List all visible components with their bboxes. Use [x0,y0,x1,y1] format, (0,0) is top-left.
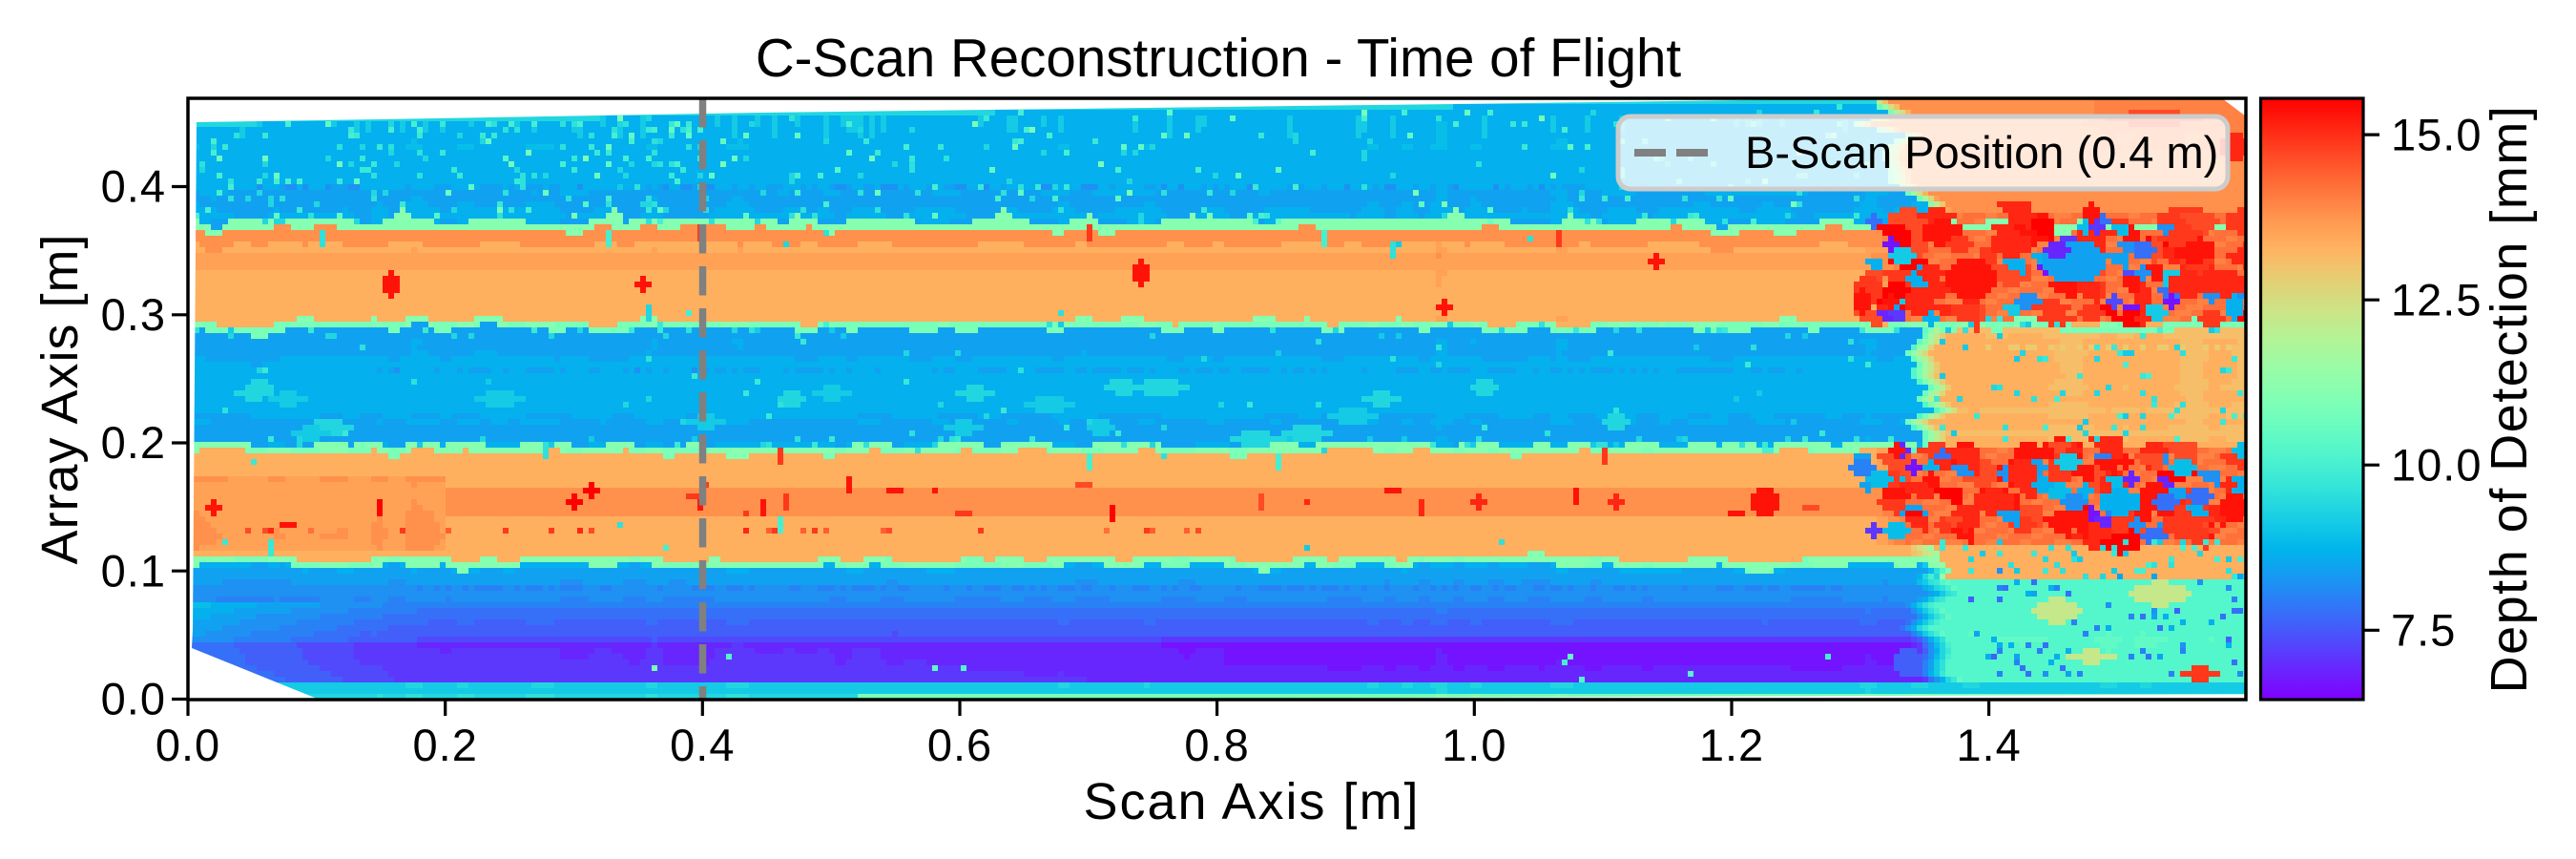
svg-text:0.0: 0.0 [156,720,220,770]
svg-text:1.2: 1.2 [1699,720,1764,770]
svg-text:0.3: 0.3 [101,289,166,340]
svg-text:0.4: 0.4 [670,720,735,770]
svg-text:Array Axis [m]: Array Axis [m] [31,233,89,564]
svg-text:1.0: 1.0 [1442,720,1506,770]
svg-text:7.5: 7.5 [2391,605,2456,656]
svg-text:0.6: 0.6 [927,720,992,770]
svg-text:0.2: 0.2 [101,417,166,468]
svg-text:1.4: 1.4 [1956,720,2021,770]
svg-text:Depth of Detection [mm]: Depth of Detection [mm] [2481,105,2538,694]
svg-text:0.1: 0.1 [101,546,166,597]
svg-text:Scan Axis [m]: Scan Axis [m] [1083,773,1420,830]
svg-text:0.4: 0.4 [101,161,166,212]
svg-text:B-Scan Position (0.4 m): B-Scan Position (0.4 m) [1745,127,2218,178]
svg-text:0.0: 0.0 [101,674,166,724]
svg-text:0.2: 0.2 [413,720,478,770]
svg-text:0.8: 0.8 [1184,720,1249,770]
svg-text:C-Scan Reconstruction - Time o: C-Scan Reconstruction - Time of Flight [756,28,1682,88]
svg-text:15.0: 15.0 [2391,109,2482,159]
svg-text:10.0: 10.0 [2391,439,2482,490]
svg-text:12.5: 12.5 [2391,274,2482,325]
